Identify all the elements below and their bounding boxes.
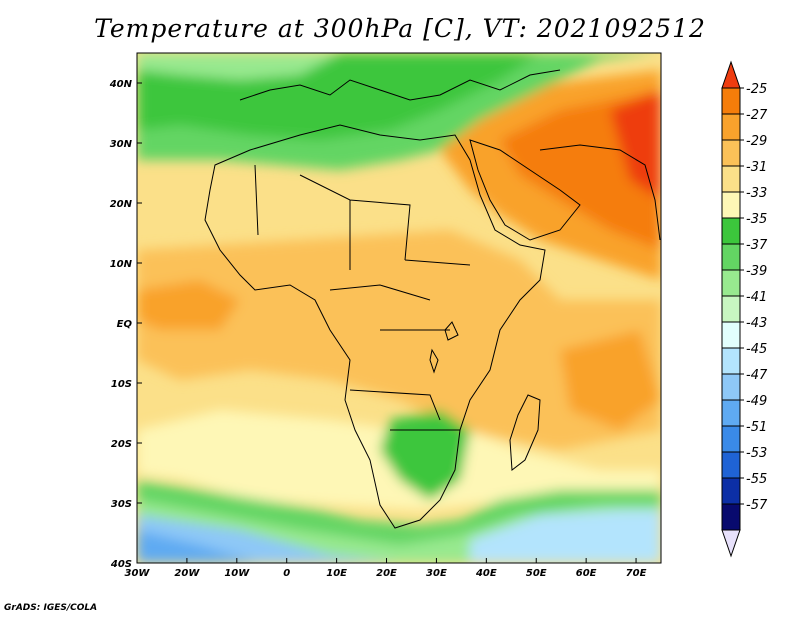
colorbar-box [721, 165, 741, 193]
lon-tick-label: 20W [174, 568, 200, 579]
colorbar-label: -33 [746, 186, 767, 201]
colorbar-box [721, 113, 741, 141]
colorbar-box [721, 451, 741, 479]
lon-tick-label: 30W [125, 568, 151, 579]
colorbar-box [721, 295, 741, 323]
colorbar-label: -45 [746, 342, 767, 357]
lon-tick-label: 40E [475, 568, 497, 579]
lat-tick-label: EQ [117, 319, 133, 330]
colorbar-label: -25 [746, 82, 767, 97]
lon-tick-label: 20E [376, 568, 397, 579]
colorbar-label: -51 [746, 420, 767, 435]
lat-tick-label: 10N [110, 259, 133, 270]
lon-tick-label: 30E [426, 568, 447, 579]
lon-tick-label: 0 [283, 568, 290, 579]
colorbar-label: -31 [746, 160, 767, 175]
temperature-field [137, 53, 661, 563]
colorbar-label: -49 [746, 394, 767, 409]
colorbar-box [721, 269, 741, 297]
colorbar-box [721, 139, 741, 167]
colorbar-box [721, 477, 741, 505]
lon-tick-label: 50E [526, 568, 547, 579]
colorbar-bottom-arrow [721, 529, 741, 558]
map-frame [136, 52, 662, 564]
colorbar-label: -41 [746, 290, 767, 305]
colorbar: -25 -27 -29 -31 -33 -35 -37 -39 -41 -43 -45 -47 -49 -… [721, 60, 768, 558]
colorbar-box [721, 373, 741, 401]
lat-tick-label: 10S [111, 379, 132, 390]
longitude-tick-group: 30W 20W 10W 0 10E 20E 30E 40E 50E 60E 70E [125, 558, 647, 579]
lon-tick-label: 10W [224, 568, 250, 579]
colorbar-top-arrow [721, 60, 741, 89]
lat-tick-label: 30N [110, 139, 133, 150]
colorbar-box [721, 217, 741, 245]
lat-tick-label: 40N [109, 79, 133, 90]
colorbar-label: -55 [746, 472, 767, 487]
colorbar-label: -53 [746, 446, 767, 461]
colorbar-box [721, 399, 741, 427]
chart-title: Temperature at 300hPa [C], VT: 202109251… [94, 14, 706, 43]
colorbar-box [721, 503, 741, 531]
lon-tick-label: 60E [576, 568, 597, 579]
colorbar-label: -29 [746, 134, 767, 149]
colorbar-box [721, 191, 741, 219]
coastlines [204, 69, 661, 529]
colorbar-label: -43 [746, 316, 767, 331]
lon-tick-label: 10E [326, 568, 347, 579]
colorbar-label: -35 [746, 212, 767, 227]
colorbar-box [721, 347, 741, 375]
colorbar-box [721, 87, 741, 115]
colorbar-label: -37 [746, 238, 768, 253]
grads-credit: GrADS: IGES/COLA [4, 603, 98, 613]
lat-tick-label: 40S [110, 559, 132, 570]
latitude-tick-group: 40N 30N 20N 10N EQ 10S 20S 30S 40S [109, 79, 142, 570]
colorbar-box [721, 321, 741, 349]
colorbar-label: -39 [746, 264, 767, 279]
colorbar-box [721, 425, 741, 453]
lat-tick-label: 20S [111, 439, 132, 450]
colorbar-box [721, 243, 741, 271]
lat-tick-label: 20N [110, 199, 133, 210]
lat-tick-label: 30S [111, 499, 132, 510]
lon-tick-label: 70E [626, 568, 647, 579]
colorbar-label: -57 [746, 498, 768, 513]
colorbar-label: -27 [746, 108, 768, 123]
colorbar-label: -47 [746, 368, 768, 383]
